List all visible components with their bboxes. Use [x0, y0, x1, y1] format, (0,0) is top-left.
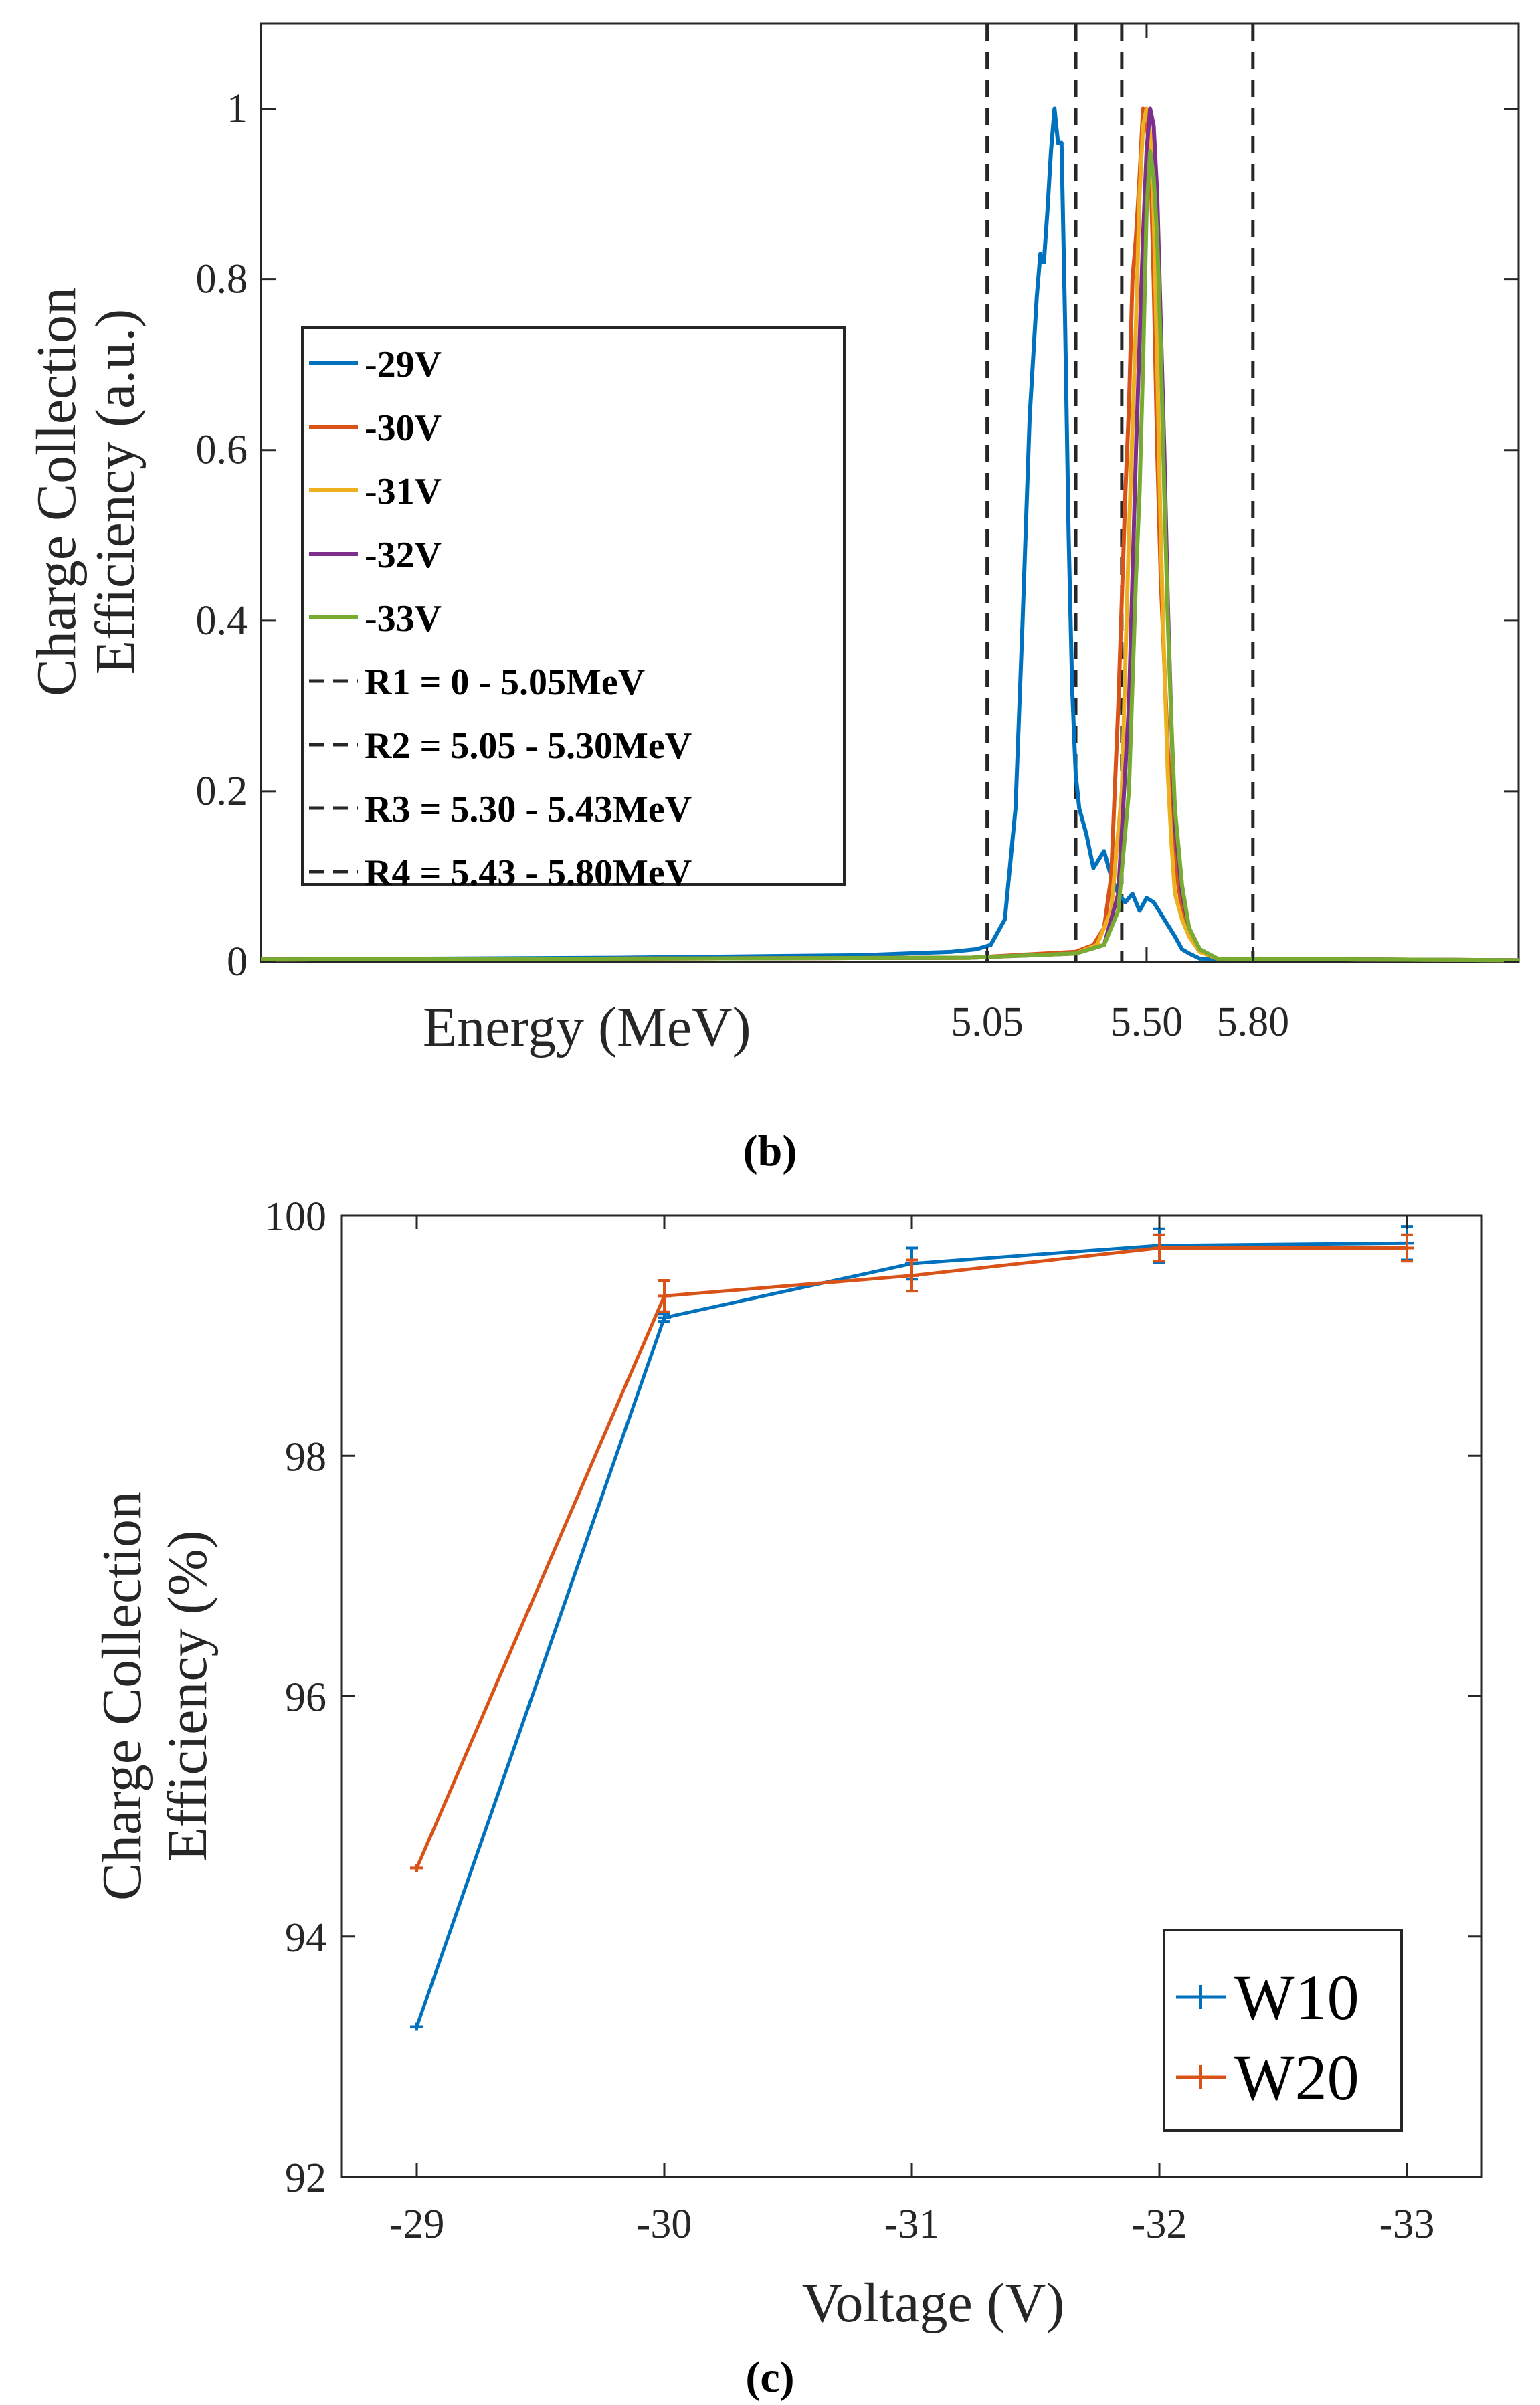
chart-b-y-tick-label: 0.6 [196, 427, 248, 473]
chart-b-legend-box [301, 326, 846, 886]
chart-c-caption: (c) [745, 2353, 794, 2402]
chart-b-legend-entries: -29V -30V -31V -32V -33V R1 = 0 - 5.05MeV R2 =… [309, 344, 692, 894]
chart-b-x-axis-label: Energy (MeV) [423, 996, 751, 1058]
chart-c-x-axis-label: Voltage (V) [802, 2272, 1065, 2334]
chart-b-legend-label: R1 = 0 - 5.05MeV [365, 662, 645, 703]
chart-b-series-line--29V [260, 106, 1519, 963]
chart-b-legend-label: R2 = 5.05 - 5.30MeV [365, 725, 692, 767]
chart-b-y-axis-label-line1: Charge Collection [25, 287, 88, 696]
chart-c-y-tick-label: 92 [285, 2155, 326, 2201]
chart-b-y-tick-label: 0 [227, 939, 248, 985]
chart-c-series [410, 1225, 1414, 2031]
chart-c-x-tick-label: -30 [637, 2202, 692, 2247]
chart-b-x-tick-label: 5.80 [1217, 999, 1290, 1045]
chart-b-series-line--33V [260, 149, 1519, 963]
chart-c-x-tick-label: -29 [389, 2202, 445, 2247]
chart-c-y-tick-label: 96 [285, 1675, 326, 1721]
chart-b-y-tick-label: 0.4 [196, 598, 248, 644]
chart-b-x-tick-label: 5.05 [951, 999, 1024, 1045]
chart-b-range-lines [985, 23, 1255, 962]
chart-b-legend-label: -33V [365, 598, 442, 640]
chart-c-y-tick-label: 94 [285, 1915, 326, 1961]
chart-b-y-ticks: 0 0.2 0.4 0.6 0.8 1 [196, 86, 1519, 985]
chart-c-y-axis-label-line1: Charge Collection [91, 1491, 153, 1901]
chart-b-legend-label: R4 = 5.43 - 5.80MeV [365, 852, 692, 894]
chart-b-x-tick-label: 5.50 [1111, 999, 1183, 1045]
chart-c-y-tick-label: 98 [285, 1434, 326, 1480]
chart-b-y-axis-label-line2: Efficiency (a.u.) [84, 309, 147, 675]
chart-b-legend-label: -31V [365, 471, 442, 512]
chart-c-x-ticks: -29 -30 -31 -32 -33 [389, 1216, 1435, 2247]
chart-b-y-tick-label: 0.2 [196, 769, 248, 814]
chart-b-legend-label: -30V [365, 407, 442, 449]
chart-b-legend-label: -32V [365, 535, 442, 576]
chart-b-caption: (b) [743, 1127, 797, 1175]
chart-c-x-tick-label: -31 [884, 2202, 940, 2247]
chart-c-x-tick-label: -33 [1379, 2202, 1435, 2247]
chart-c-y-axis-label-line2: Efficiency (%) [157, 1530, 219, 1861]
chart-c-legend-label: W10 [1234, 1961, 1359, 2033]
chart-c-y-tick-label: 100 [264, 1194, 326, 1240]
chart-b-legend-label: -29V [365, 344, 442, 385]
chart-b-y-tick-label: 0.8 [196, 257, 248, 302]
chart-b-series [260, 106, 1519, 963]
chart-b-legend-label: R3 = 5.30 - 5.43MeV [365, 789, 692, 830]
chart-c-y-ticks: 92 94 96 98 100 [264, 1194, 1482, 2201]
chart-b-x-ticks: 5.05 5.50 5.80 [951, 23, 1289, 1045]
chart-c-legend-box [1163, 1929, 1403, 2132]
chart-b-legend: -29V -30V -31V -32V -33V R1 = 0 - 5.05MeV R2 =… [301, 326, 846, 894]
chart-c-x-tick-label: -32 [1132, 2202, 1187, 2247]
chart-b-y-tick-label: 1 [227, 86, 248, 132]
chart-b-series-line--30V [260, 106, 1519, 963]
chart-b: 0 0.2 0.4 0.6 0.8 1 5.05 5.50 5.80 Energy (MeV)… [25, 22, 1520, 1175]
chart-c-legend-label: W20 [1234, 2042, 1359, 2113]
